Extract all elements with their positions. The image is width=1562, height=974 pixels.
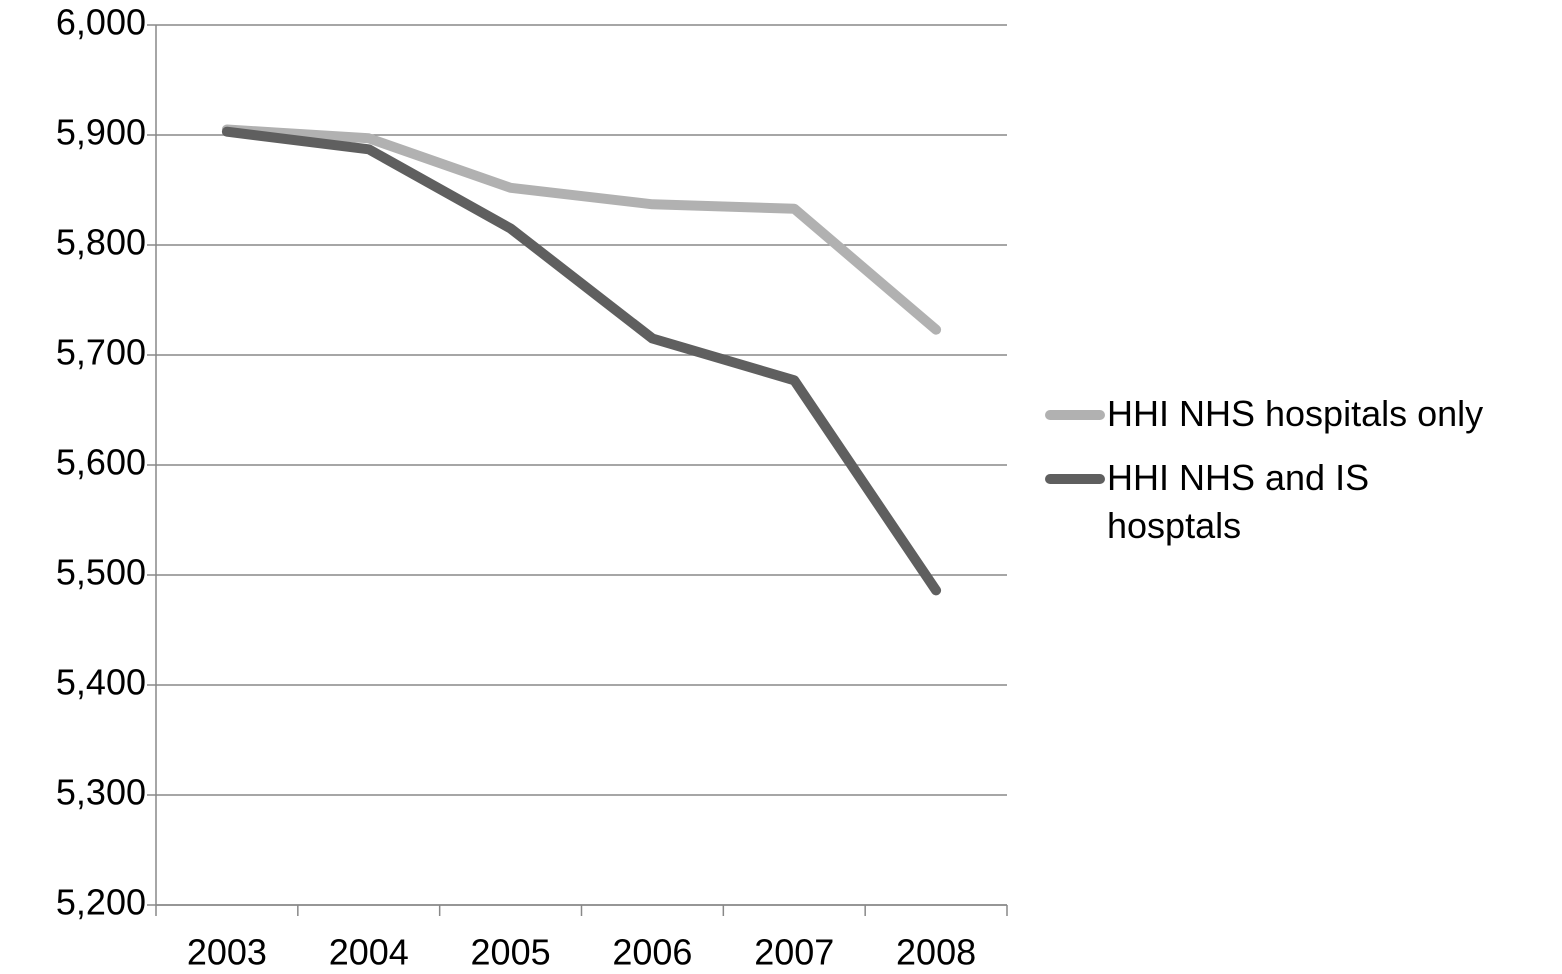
y-tick-label: 5,600 [56,442,146,483]
y-tick-label: 5,300 [56,772,146,813]
y-tick-label: 5,500 [56,552,146,593]
series-line [221,126,942,596]
x-tick-label: 2006 [612,932,692,973]
y-tick-label: 6,000 [56,2,146,43]
y-tick-label: 5,200 [56,882,146,923]
legend-swatch [1045,410,1105,420]
x-tick-label: 2007 [754,932,834,973]
legend: HHI NHS hospitals only HHI NHS and IS hos… [1040,390,1560,566]
series-line [221,124,942,335]
x-tick-label: 2008 [896,932,976,973]
legend-label: HHI NHS and IS hosptals [1107,457,1370,546]
y-tick-label: 5,800 [56,222,146,263]
legend-item: HHI NHS and IS hosptals [1040,454,1560,550]
y-tick-label: 5,400 [56,662,146,703]
x-tick-label: 2004 [329,932,409,973]
legend-item: HHI NHS hospitals only [1040,390,1560,438]
y-tick-label: 5,900 [56,112,146,153]
x-tick-label: 2005 [471,932,551,973]
x-tick-label: 2003 [187,932,267,973]
legend-label: HHI NHS hospitals only [1107,393,1484,434]
legend-swatch [1045,474,1105,484]
y-tick-label: 5,700 [56,332,146,373]
